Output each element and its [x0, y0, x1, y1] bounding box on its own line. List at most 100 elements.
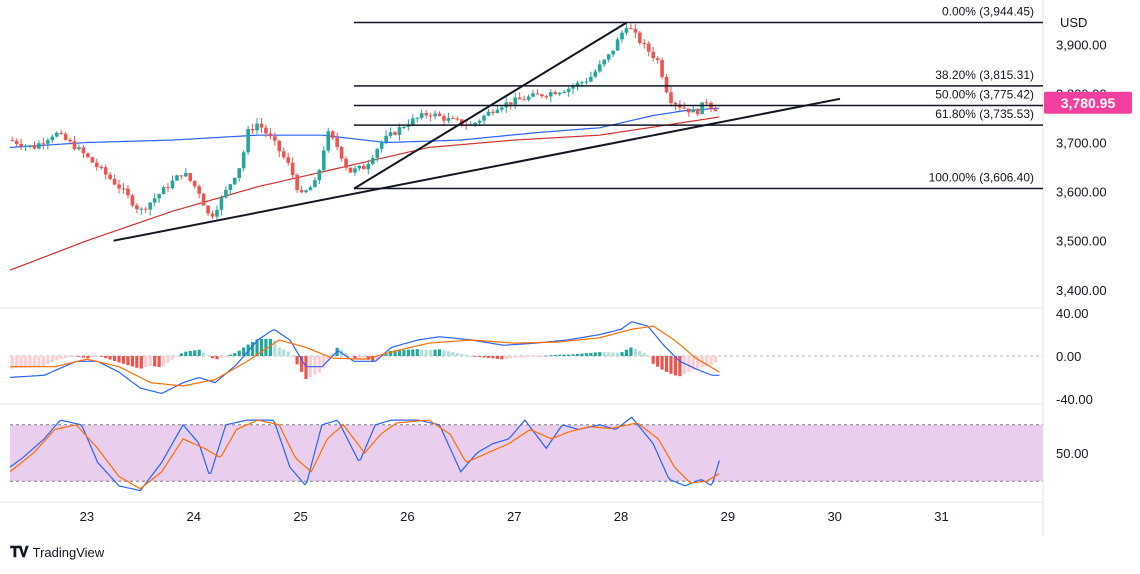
candle-body[interactable] — [477, 120, 482, 123]
candle-body[interactable] — [184, 173, 188, 177]
candle-body[interactable] — [161, 187, 166, 195]
candle-body[interactable] — [629, 28, 633, 30]
candle-body[interactable] — [197, 186, 201, 194]
candle-body[interactable] — [348, 167, 353, 173]
candle-body[interactable] — [250, 129, 255, 131]
candle-body[interactable] — [549, 92, 553, 97]
candle-body[interactable] — [397, 127, 402, 135]
candle-body[interactable] — [201, 193, 206, 206]
candle-body[interactable] — [553, 92, 558, 95]
currency-label[interactable]: USD — [1060, 15, 1087, 30]
candle-body[interactable] — [593, 71, 598, 77]
candle-body[interactable] — [451, 118, 455, 120]
candle-body[interactable] — [32, 145, 37, 149]
candle-body[interactable] — [442, 116, 446, 121]
candle-body[interactable] — [299, 190, 304, 193]
candle-body[interactable] — [362, 165, 366, 170]
candle-body[interactable] — [139, 208, 144, 210]
candle-body[interactable] — [437, 113, 442, 117]
candle-body[interactable] — [695, 109, 700, 115]
candle-body[interactable] — [406, 124, 411, 127]
candle-body[interactable] — [393, 132, 397, 135]
candle-body[interactable] — [575, 82, 580, 87]
tradingview-brand[interactable]: 𝐓𝐕 TradingView — [10, 544, 104, 561]
candle-body[interactable] — [246, 129, 250, 153]
candle-body[interactable] — [589, 76, 593, 82]
candle-body[interactable] — [473, 122, 477, 125]
candle-body[interactable] — [103, 167, 108, 175]
candle-body[interactable] — [50, 136, 55, 141]
candle-body[interactable] — [179, 175, 184, 177]
trendline[interactable] — [113, 97, 841, 242]
candle-body[interactable] — [335, 137, 339, 147]
candle-body[interactable] — [562, 91, 566, 93]
candle-body[interactable] — [446, 118, 451, 121]
candle-body[interactable] — [660, 60, 664, 77]
candle-body[interactable] — [638, 32, 642, 44]
candle-body[interactable] — [94, 162, 99, 167]
candle-body[interactable] — [379, 141, 384, 149]
candle-body[interactable] — [344, 158, 348, 168]
candle-body[interactable] — [611, 50, 615, 55]
candle-body[interactable] — [63, 133, 68, 140]
candle-body[interactable] — [143, 208, 148, 210]
candle-body[interactable] — [580, 82, 584, 84]
candle-body[interactable] — [384, 135, 388, 142]
candle-body[interactable] — [228, 184, 233, 190]
candle-body[interactable] — [602, 59, 607, 65]
candle-body[interactable] — [433, 113, 437, 117]
candle-body[interactable] — [259, 123, 264, 128]
candle-body[interactable] — [531, 93, 535, 97]
candle-body[interactable] — [117, 184, 121, 189]
candle-body[interactable] — [375, 148, 380, 158]
candle-body[interactable] — [500, 107, 504, 110]
candle-body[interactable] — [206, 205, 210, 214]
candle-body[interactable] — [268, 133, 273, 137]
candle-body[interactable] — [46, 140, 50, 144]
candle-body[interactable] — [540, 94, 544, 97]
candle-body[interactable] — [428, 115, 433, 117]
candle-body[interactable] — [522, 99, 526, 101]
candle-body[interactable] — [90, 157, 95, 163]
candle-body[interactable] — [219, 197, 224, 210]
candle-body[interactable] — [669, 92, 673, 104]
candle-body[interactable] — [295, 175, 299, 191]
candle-body[interactable] — [419, 113, 424, 118]
candle-body[interactable] — [313, 180, 317, 188]
candle-body[interactable] — [713, 109, 718, 112]
candle-body[interactable] — [330, 131, 335, 138]
candle-body[interactable] — [557, 92, 562, 95]
candle-body[interactable] — [691, 109, 696, 113]
candle-body[interactable] — [517, 97, 522, 100]
candle-body[interactable] — [304, 190, 308, 193]
candle-body[interactable] — [544, 96, 549, 98]
candle-body[interactable] — [566, 88, 571, 92]
candle-body[interactable] — [495, 109, 500, 113]
candle-body[interactable] — [526, 96, 531, 100]
candle-body[interactable] — [77, 147, 81, 150]
candle-body[interactable] — [455, 118, 460, 120]
candle-body[interactable] — [241, 152, 246, 169]
candle-body[interactable] — [170, 180, 175, 189]
candle-body[interactable] — [121, 188, 126, 190]
candle-body[interactable] — [41, 143, 46, 145]
candle-body[interactable] — [317, 169, 322, 181]
candle-body[interactable] — [686, 108, 691, 113]
candle-body[interactable] — [255, 123, 259, 131]
candle-body[interactable] — [508, 102, 513, 105]
candle-body[interactable] — [486, 111, 491, 116]
candle-body[interactable] — [232, 177, 237, 185]
candle-body[interactable] — [14, 140, 19, 144]
candle-body[interactable] — [210, 213, 215, 217]
candle-body[interactable] — [606, 54, 611, 60]
candle-body[interactable] — [286, 157, 290, 163]
candle-body[interactable] — [651, 51, 655, 59]
candle-body[interactable] — [664, 76, 669, 93]
candle-body[interactable] — [704, 102, 709, 104]
candle-body[interactable] — [188, 173, 193, 181]
candle-body[interactable] — [513, 97, 517, 105]
candle-body[interactable] — [273, 136, 277, 141]
candle-body[interactable] — [152, 198, 157, 203]
candle-body[interactable] — [277, 140, 282, 152]
